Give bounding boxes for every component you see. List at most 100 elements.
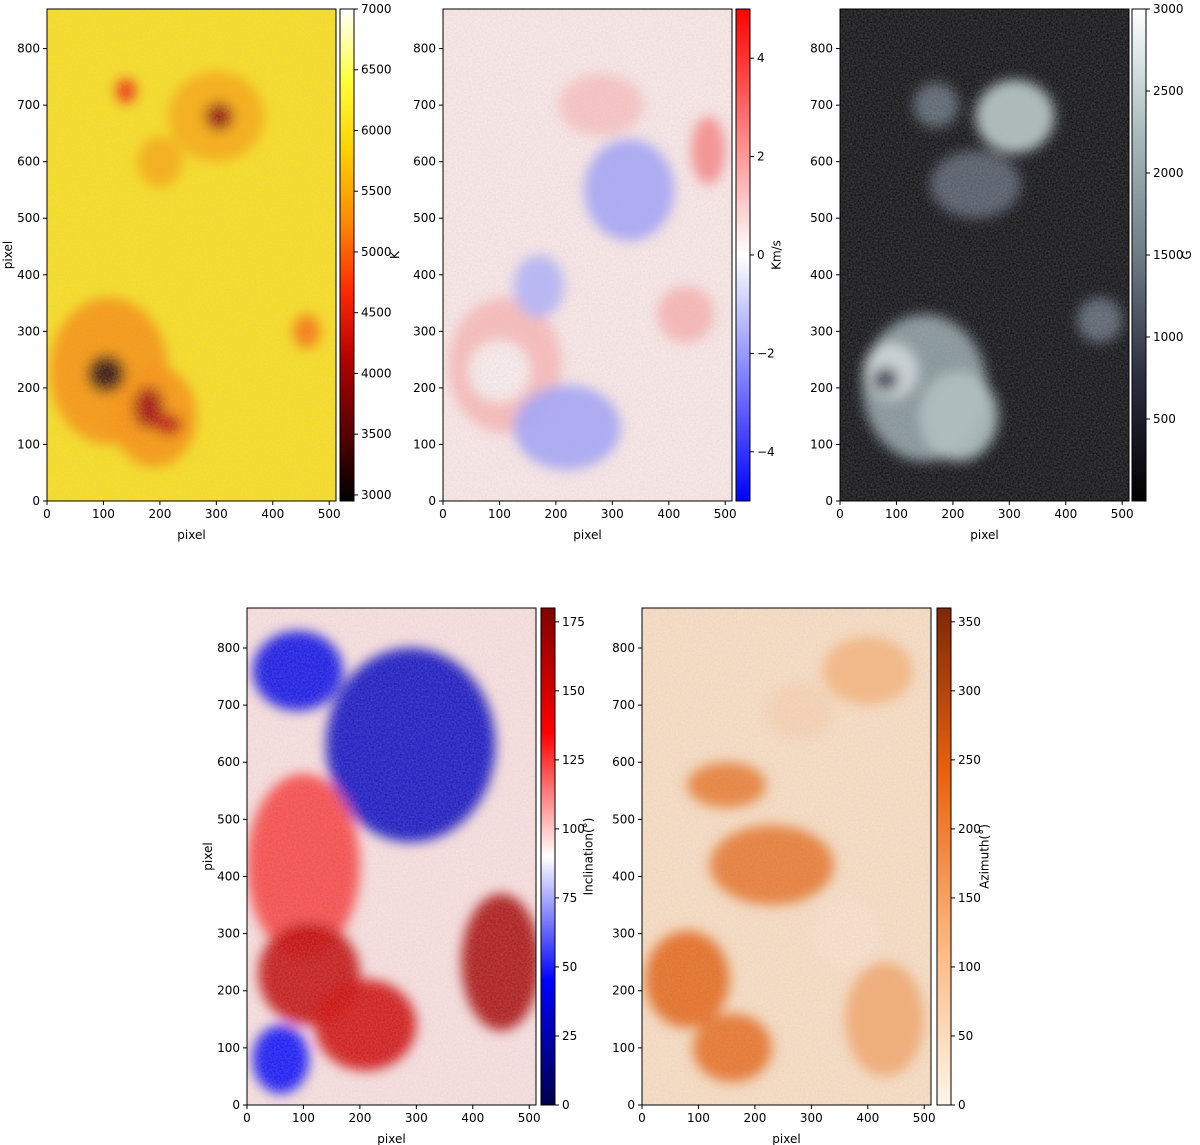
y-tick-label: 600: [17, 155, 40, 169]
y-tick-label: 0: [825, 494, 833, 508]
colorbar-tick-label: 7000: [361, 2, 392, 16]
y-tick-label: 600: [810, 155, 833, 169]
x-tick-label: 500: [1111, 507, 1134, 521]
colorbar-gradient: [540, 607, 556, 1106]
heatmap-texture: [47, 9, 336, 501]
y-tick-label: 800: [217, 641, 240, 655]
colorbar-tick-label: −4: [757, 445, 775, 459]
y-tick-label: 100: [413, 437, 436, 451]
y-tick-label: 800: [612, 641, 635, 655]
heatmap-texture: [840, 9, 1129, 501]
x-tick-label: 100: [885, 507, 908, 521]
colorbar-gradient: [339, 8, 355, 502]
colorbar-tick-label: 4500: [361, 306, 392, 320]
panel-velocity: 0 100 200 300 400 500 0 100 200 300 400 500 600 700 80…: [413, 8, 783, 542]
x-tick-label: 0: [638, 1111, 646, 1125]
y-tick-label: 700: [413, 98, 436, 112]
x-tick-label: 0: [439, 507, 447, 521]
y-tick-label: 300: [17, 324, 40, 338]
y-tick-label: 500: [810, 211, 833, 225]
x-tick-label: 400: [461, 1111, 484, 1125]
heatmap-image: [642, 608, 931, 1105]
x-tick-label: 400: [1054, 507, 1077, 521]
y-tick-label: 300: [612, 927, 635, 941]
heatmap-image: [443, 9, 732, 501]
colorbar-tick-label: 25: [562, 1029, 577, 1043]
colorbar-gradient: [735, 8, 751, 502]
colorbar-gradient: [1131, 8, 1147, 502]
x-tick-label: 500: [913, 1111, 936, 1125]
colorbar-tick-label: 150: [562, 684, 585, 698]
colorbar-tick-label: 5500: [361, 184, 392, 198]
colorbar-tick-label: 6500: [361, 63, 392, 77]
x-tick-label: 400: [261, 507, 284, 521]
colorbar-tick-label: 200: [958, 822, 981, 836]
colorbar-tick-label: 1500: [1153, 248, 1184, 262]
x-tick-label: 0: [836, 507, 844, 521]
colorbar-tick-label: 3000: [361, 488, 392, 502]
colorbar-tick-label: 0: [562, 1098, 570, 1112]
y-tick-label: 800: [17, 42, 40, 56]
colorbar: 0 25 50 75 100 125 150 175 Inclination(°): [540, 607, 596, 1112]
colorbar-tick-label: 50: [562, 960, 577, 974]
colorbar-tick-label: 4: [757, 51, 765, 65]
y-tick-label: 400: [17, 268, 40, 282]
y-tick-label: 0: [627, 1098, 635, 1112]
colorbar-label: Azimuth(°): [978, 824, 992, 889]
x-tick-label: 200: [148, 507, 171, 521]
axes-frame: [442, 8, 733, 502]
y-tick-label: 0: [32, 494, 40, 508]
colorbar-tick-label: 250: [958, 753, 981, 767]
x-tick-label: 300: [601, 507, 624, 521]
axes-frame: [46, 8, 337, 502]
colorbar-label: Km/s: [769, 240, 783, 270]
x-tick-label: 0: [43, 507, 51, 521]
y-tick-label: 200: [810, 381, 833, 395]
y-tick-label: 300: [217, 927, 240, 941]
heatmap-image: [840, 9, 1129, 501]
colorbar-tick-label: 75: [562, 891, 577, 905]
y-tick-label: 400: [217, 869, 240, 883]
y-tick-label: 200: [217, 984, 240, 998]
colorbar-tick-label: 175: [562, 615, 585, 629]
panel-azimuth: 0 100 200 300 400 500010020030040050060070080…: [612, 607, 992, 1145]
y-tick-label: 500: [217, 812, 240, 826]
x-tick-label: 400: [657, 507, 680, 521]
colorbar-tick-label: 0: [958, 1098, 966, 1112]
x-tick-label: 500: [518, 1111, 541, 1125]
colorbar-tick-label: 300: [958, 684, 981, 698]
colorbar-tick-label: 2000: [1153, 166, 1184, 180]
x-tick-label: 200: [743, 1111, 766, 1125]
x-axis-label: pixel: [772, 1132, 800, 1145]
y-axis-label: pixel: [1, 241, 15, 269]
x-axis-label: pixel: [573, 528, 601, 542]
x-tick-label: 100: [92, 507, 115, 521]
y-tick-label: 600: [217, 755, 240, 769]
x-tick-label: 300: [405, 1111, 428, 1125]
colorbar-tick-label: −2: [757, 346, 775, 360]
colorbar-tick-label: 150: [958, 891, 981, 905]
y-tick-label: 300: [810, 324, 833, 338]
y-tick-label: 100: [217, 1041, 240, 1055]
colorbar-tick-label: 2500: [1153, 84, 1184, 98]
colorbar-tick-label: 350: [958, 615, 981, 629]
colorbar-label: K: [388, 250, 402, 259]
y-tick-label: 200: [17, 381, 40, 395]
y-tick-label: 100: [810, 437, 833, 451]
x-tick-label: 0: [243, 1111, 251, 1125]
x-tick-label: 100: [292, 1111, 315, 1125]
colorbar-tick-label: 2: [757, 150, 765, 164]
colorbar-tick-label: 4000: [361, 366, 392, 380]
axes-frame: [839, 8, 1130, 502]
y-tick-label: 500: [413, 211, 436, 225]
x-tick-label: 400: [856, 1111, 879, 1125]
colorbar-tick-label: 100: [562, 822, 585, 836]
y-tick-label: 0: [232, 1098, 240, 1112]
panel-inclination: 0 100 200 300 400 500010020030040050060070080…: [201, 607, 596, 1145]
y-tick-label: 700: [17, 98, 40, 112]
y-tick-label: 100: [17, 437, 40, 451]
heatmap-texture: [642, 608, 931, 1105]
y-tick-label: 0: [428, 494, 436, 508]
y-tick-label: 500: [17, 211, 40, 225]
